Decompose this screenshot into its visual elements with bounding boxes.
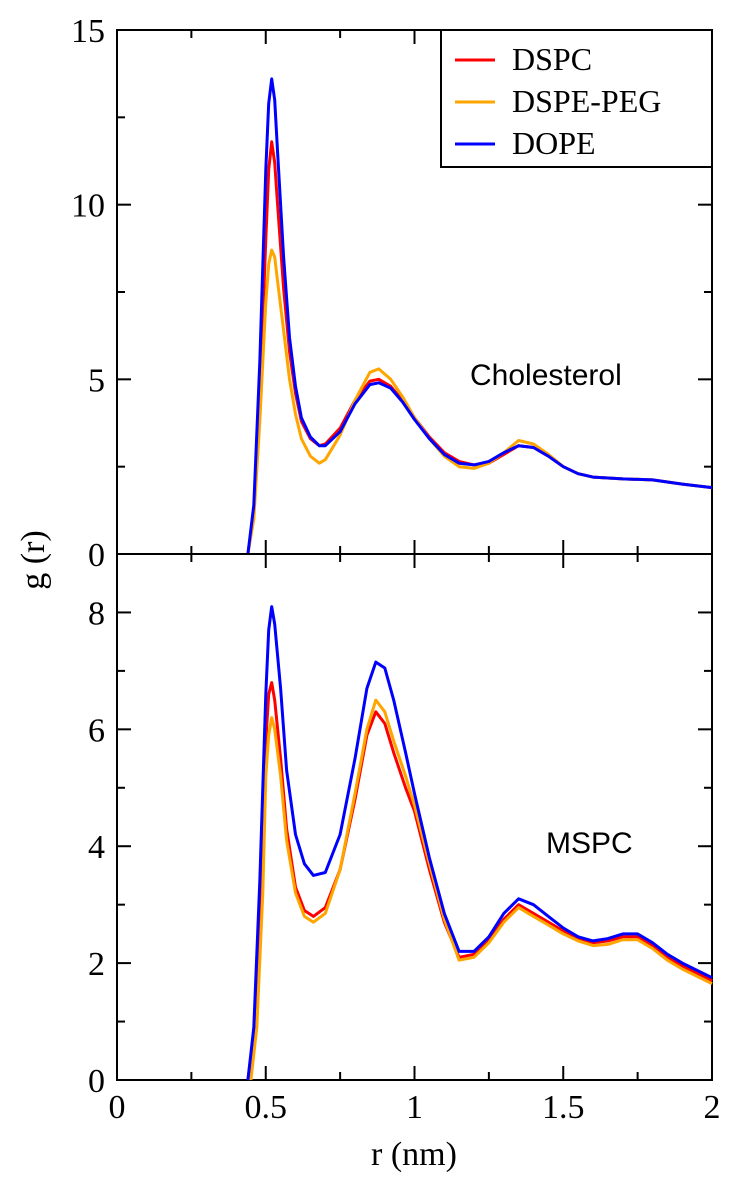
xtick-label: 1 [406, 1089, 423, 1126]
top-ytick-label: 15 [71, 13, 105, 50]
xtick-label: 0 [109, 1089, 126, 1126]
top-ytick-label: 5 [88, 362, 105, 399]
bottom-series-dspe-peg [249, 698, 713, 1081]
xtick-label: 2 [704, 1089, 721, 1126]
xtick-label: 1.5 [542, 1089, 585, 1126]
cholesterol-annotation: Cholesterol [470, 359, 622, 392]
top-series-dope [246, 77, 713, 555]
legend-label-dope: DOPE [512, 125, 596, 161]
xtick-label: 0.5 [245, 1089, 288, 1126]
top-ytick-label: 10 [71, 188, 105, 225]
top-series-dspc [246, 140, 713, 555]
bottom-ytick-label: 8 [88, 595, 105, 632]
bottom-ytick-label: 2 [88, 946, 105, 983]
mspc-annotation: MSPC [546, 827, 633, 860]
bottom-series-dope [246, 605, 713, 1081]
bottom-ytick-label: 0 [88, 1063, 105, 1100]
legend: DSPC DSPE-PEG DOPE [440, 29, 713, 168]
bottom-ytick-label: 4 [88, 829, 105, 866]
mspc-panel: 0 2 4 6 8 0 0.5 1 1.5 2 MSPC [88, 553, 721, 1126]
top-series-dspe-peg [246, 248, 713, 555]
top-ytick-label: 0 [88, 537, 105, 574]
legend-label-dspe-peg: DSPE-PEG [512, 83, 661, 119]
bottom-ticks-group: 0 2 4 6 8 0 0.5 1 1.5 2 [88, 554, 721, 1126]
legend-label-dspc: DSPC [512, 41, 592, 77]
bottom-ytick-label: 6 [88, 712, 105, 749]
top-series-group [246, 77, 713, 555]
bottom-series-dspc [246, 681, 713, 1081]
bottom-series-group [246, 605, 713, 1081]
x-axis-title: r (nm) [371, 1136, 457, 1173]
y-axis-title: g (r) [15, 530, 52, 589]
cholesterol-panel: 0 5 10 15 Cholesterol DSPC DSPE-PEG DOPE [71, 13, 713, 574]
